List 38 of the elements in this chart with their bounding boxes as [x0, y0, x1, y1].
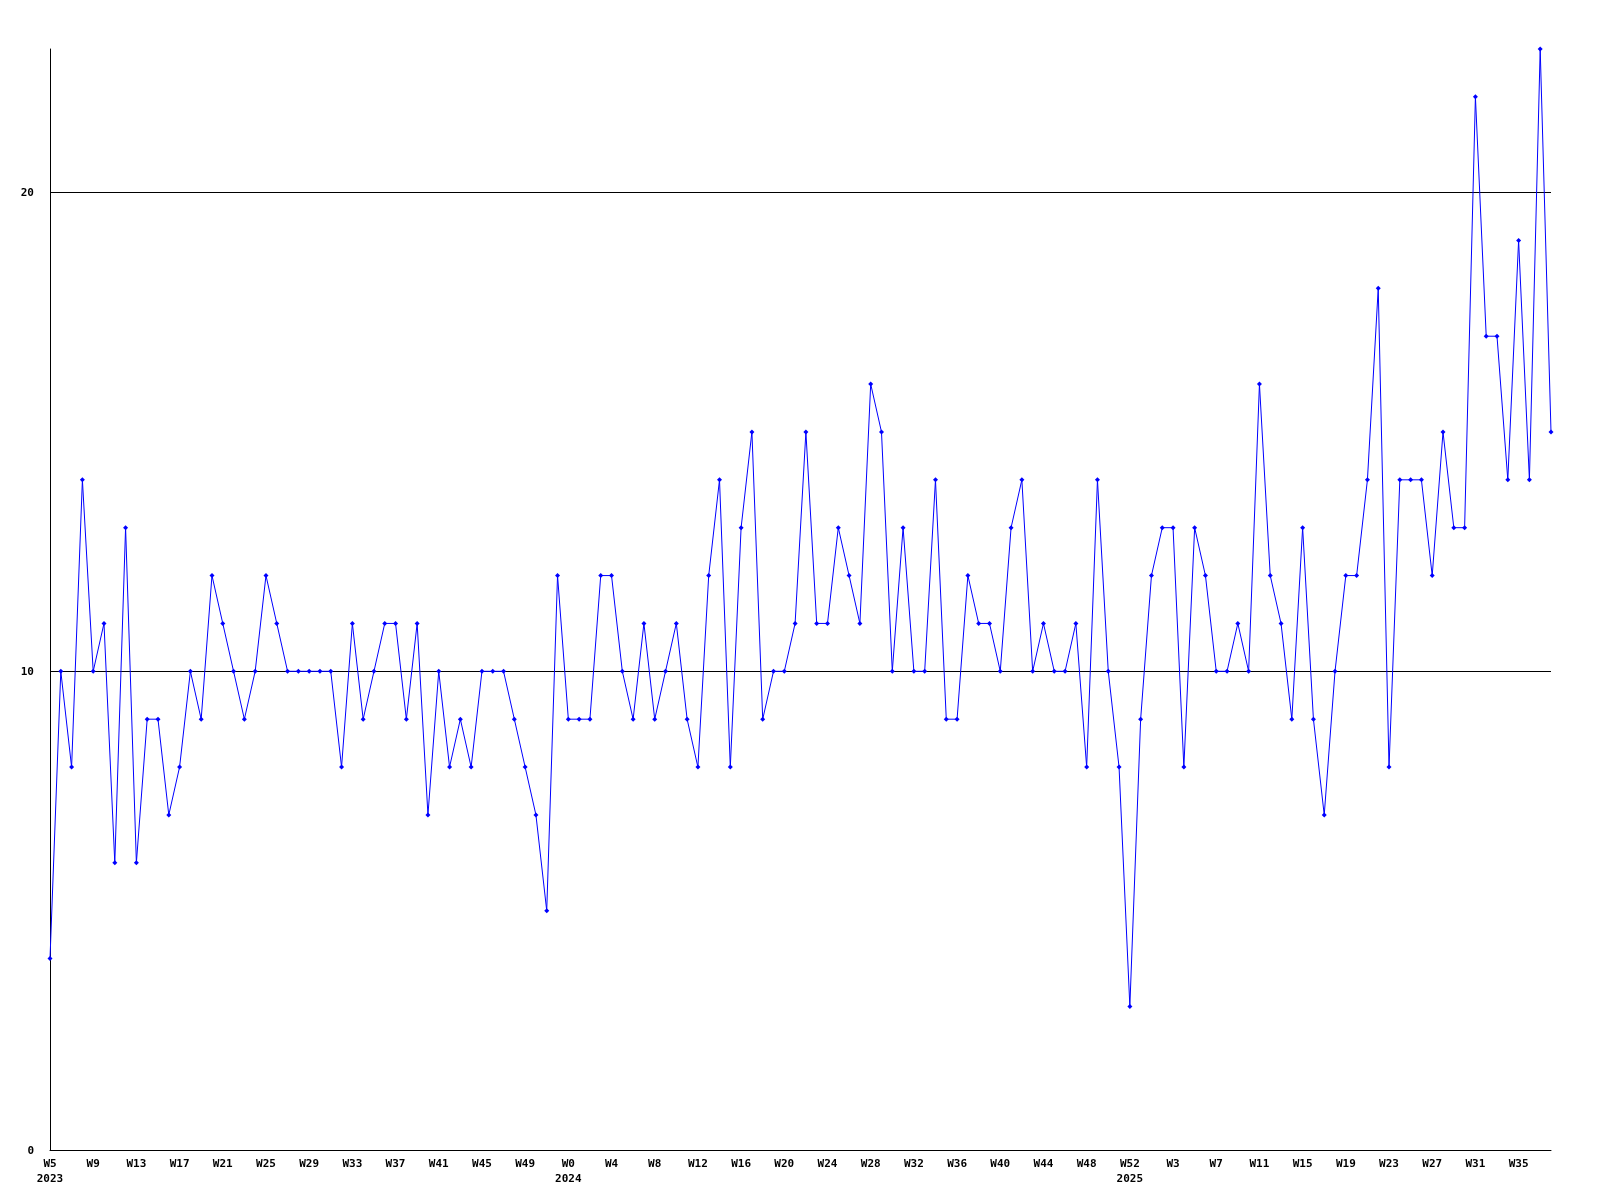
x-tick-label: W16	[731, 1157, 752, 1170]
x-tick-label: W13	[126, 1157, 147, 1170]
y-tick-label: 20	[20, 186, 34, 200]
x-tick-label: W40	[990, 1157, 1011, 1170]
x-tick-label: W31	[1465, 1157, 1486, 1170]
x-tick-label: W7	[1209, 1157, 1223, 1170]
x-tick-label: W28	[860, 1157, 881, 1170]
x-tick-label: W44	[1033, 1157, 1054, 1170]
x-tick-label: W49	[515, 1157, 536, 1170]
x-tick-label: W29	[299, 1157, 320, 1170]
x-tick-label: W5 2023	[36, 1157, 64, 1185]
x-tick-label: W41	[428, 1157, 450, 1170]
x-tick-label: W25	[256, 1157, 276, 1170]
y-tick-label: 10	[20, 664, 34, 678]
x-tick-label: W32	[903, 1157, 924, 1170]
x-tick-label: W21	[212, 1157, 234, 1170]
x-tick-label: W45	[472, 1157, 492, 1170]
x-tick-label: W0 2024	[555, 1157, 582, 1185]
y-tick-label: 0	[27, 1143, 34, 1157]
x-tick-label: W37	[385, 1157, 406, 1170]
x-tick-label: W24	[817, 1157, 838, 1170]
x-tick-label: W4	[604, 1157, 619, 1170]
x-tick-label: W36	[947, 1157, 968, 1170]
x-tick-label: W52 2025	[1116, 1157, 1144, 1185]
x-tick-label: W9	[86, 1157, 100, 1170]
x-tick-label: W12	[687, 1157, 708, 1170]
x-tick-label: W33	[342, 1157, 363, 1170]
x-tick-label: W11	[1249, 1157, 1270, 1170]
x-tick-label: W27	[1422, 1157, 1443, 1170]
x-tick-label: W48	[1076, 1157, 1097, 1170]
x-tick-label: W20	[774, 1157, 795, 1170]
x-tick-label: W15	[1292, 1157, 1313, 1170]
x-tick-label: W8	[648, 1157, 662, 1170]
x-tick-label: W17	[169, 1157, 190, 1170]
x-tick-label: W23	[1379, 1157, 1399, 1170]
x-tick-label: W19	[1335, 1157, 1356, 1170]
x-tick-label: W3	[1166, 1157, 1180, 1170]
x-tick-label: W35	[1508, 1157, 1529, 1170]
